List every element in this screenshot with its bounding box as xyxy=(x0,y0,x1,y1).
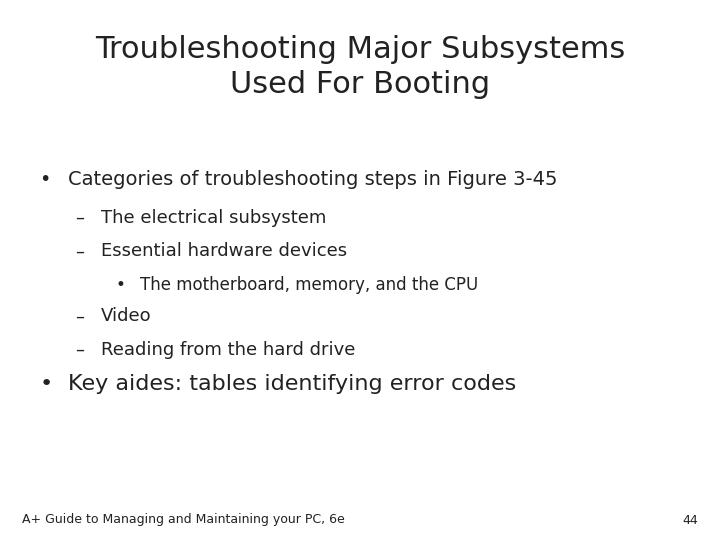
Text: Essential hardware devices: Essential hardware devices xyxy=(101,242,347,260)
Text: –: – xyxy=(76,341,85,359)
Text: Troubleshooting Major Subsystems
Used For Booting: Troubleshooting Major Subsystems Used Fo… xyxy=(95,35,625,99)
Text: –: – xyxy=(76,307,85,325)
Text: –: – xyxy=(76,242,85,260)
Text: Video: Video xyxy=(101,307,151,325)
Text: •: • xyxy=(40,170,51,189)
Text: –: – xyxy=(76,209,85,227)
Text: The electrical subsystem: The electrical subsystem xyxy=(101,209,326,227)
Text: •: • xyxy=(115,276,125,294)
Text: Reading from the hard drive: Reading from the hard drive xyxy=(101,341,355,359)
Text: A+ Guide to Managing and Maintaining your PC, 6e: A+ Guide to Managing and Maintaining you… xyxy=(22,514,344,526)
Text: 44: 44 xyxy=(683,514,698,526)
Text: The motherboard, memory, and the CPU: The motherboard, memory, and the CPU xyxy=(140,276,479,294)
Text: Categories of troubleshooting steps in Figure 3-45: Categories of troubleshooting steps in F… xyxy=(68,170,558,189)
Text: •: • xyxy=(40,374,53,394)
Text: Key aides: tables identifying error codes: Key aides: tables identifying error code… xyxy=(68,374,517,394)
